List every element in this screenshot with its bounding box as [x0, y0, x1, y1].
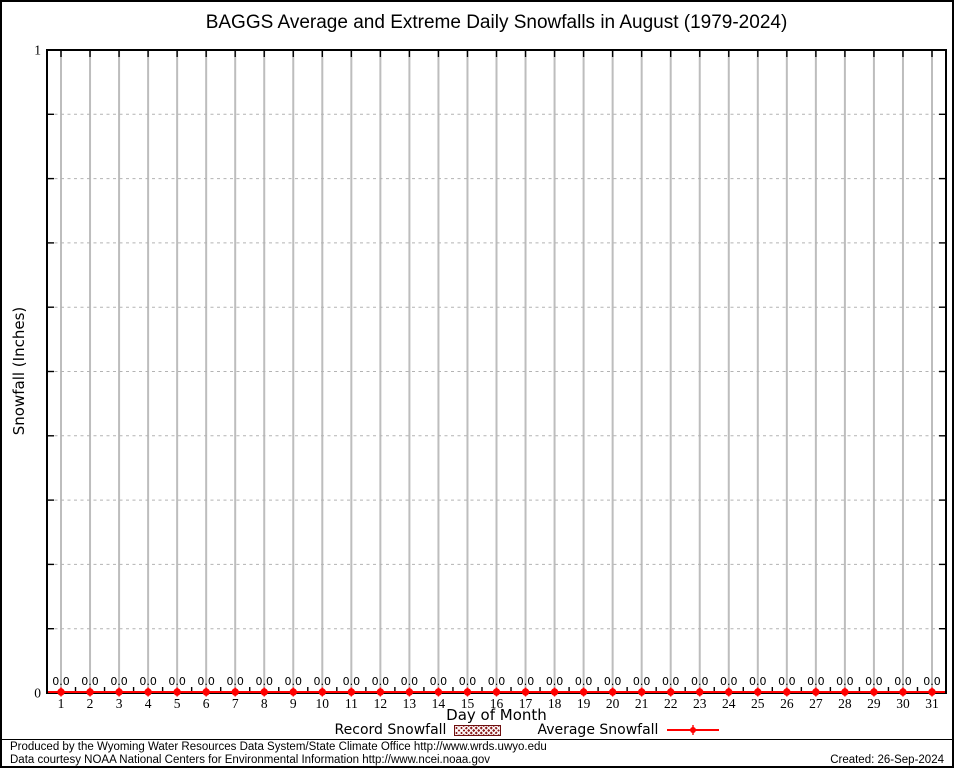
svg-text:5: 5: [174, 696, 181, 711]
svg-text:0.0: 0.0: [778, 675, 796, 688]
svg-text:13: 13: [403, 696, 417, 711]
svg-text:25: 25: [751, 696, 765, 711]
svg-text:6: 6: [203, 696, 210, 711]
footer-divider: [2, 739, 952, 740]
legend: Record Snowfall Average Snowfall: [47, 722, 946, 738]
svg-text:31: 31: [925, 696, 939, 711]
svg-text:19: 19: [577, 696, 591, 711]
svg-text:0.0: 0.0: [81, 675, 99, 688]
record-snowfall-swatch-icon: [454, 724, 502, 736]
svg-text:8: 8: [261, 696, 268, 711]
svg-text:17: 17: [519, 696, 533, 711]
svg-text:0.0: 0.0: [226, 675, 244, 688]
svg-text:27: 27: [809, 696, 823, 711]
average-snowfall-markers: [56, 687, 937, 697]
svg-text:0.0: 0.0: [894, 675, 912, 688]
svg-text:26: 26: [780, 696, 794, 711]
svg-text:0.0: 0.0: [168, 675, 186, 688]
chart-title: BAGGS Average and Extreme Daily Snowfall…: [205, 12, 788, 33]
footer-data-courtesy: Data courtesy NOAA National Centers for …: [10, 754, 491, 766]
svg-text:0.0: 0.0: [255, 675, 273, 688]
svg-text:29: 29: [867, 696, 881, 711]
svg-text:28: 28: [838, 696, 852, 711]
svg-text:1: 1: [58, 696, 65, 711]
svg-text:4: 4: [145, 696, 152, 711]
svg-text:0.0: 0.0: [633, 675, 651, 688]
svg-text:0.0: 0.0: [314, 675, 332, 688]
y-tick-labels: 01: [34, 43, 41, 701]
horizontal-minor-gridlines: [48, 113, 945, 630]
svg-text:0.0: 0.0: [52, 675, 70, 688]
svg-text:0.0: 0.0: [285, 675, 303, 688]
svg-text:0.0: 0.0: [604, 675, 622, 688]
svg-text:0.0: 0.0: [923, 675, 941, 688]
svg-text:0.0: 0.0: [430, 675, 448, 688]
created-date: Created: 26-Sep-2024: [830, 754, 944, 766]
svg-text:0.0: 0.0: [865, 675, 883, 688]
svg-text:15: 15: [461, 696, 475, 711]
svg-text:1: 1: [34, 43, 41, 58]
svg-text:21: 21: [635, 696, 649, 711]
svg-text:0.0: 0.0: [197, 675, 215, 688]
svg-text:0.0: 0.0: [662, 675, 680, 688]
svg-text:24: 24: [722, 696, 736, 711]
svg-text:0.0: 0.0: [459, 675, 477, 688]
svg-text:0.0: 0.0: [401, 675, 419, 688]
svg-text:0.0: 0.0: [836, 675, 854, 688]
svg-text:0.0: 0.0: [517, 675, 535, 688]
svg-text:0.0: 0.0: [749, 675, 767, 688]
svg-text:0.0: 0.0: [372, 675, 390, 688]
svg-text:18: 18: [548, 696, 562, 711]
svg-text:3: 3: [116, 696, 123, 711]
svg-text:2: 2: [87, 696, 94, 711]
legend-item-record: Record Snowfall: [335, 722, 502, 738]
svg-text:0.0: 0.0: [343, 675, 361, 688]
svg-text:0: 0: [34, 686, 41, 701]
svg-text:22: 22: [664, 696, 678, 711]
svg-text:11: 11: [345, 696, 358, 711]
svg-text:14: 14: [432, 696, 446, 711]
svg-text:7: 7: [232, 696, 239, 711]
svg-text:0.0: 0.0: [110, 675, 128, 688]
svg-text:0.0: 0.0: [488, 675, 506, 688]
svg-text:23: 23: [693, 696, 707, 711]
svg-text:20: 20: [606, 696, 620, 711]
svg-text:0.0: 0.0: [139, 675, 157, 688]
svg-text:0.0: 0.0: [575, 675, 593, 688]
point-labels: 0.0 0.0 0.0 0.0 0.0 0.0 0.0 0.0 0.0 0.0 0.0 0.0 0.0 0…: [52, 675, 941, 688]
svg-text:0.0: 0.0: [546, 675, 564, 688]
svg-text:9: 9: [290, 696, 297, 711]
svg-text:12: 12: [374, 696, 388, 711]
svg-text:0.0: 0.0: [720, 675, 738, 688]
svg-text:0.0: 0.0: [691, 675, 709, 688]
average-snowfall-line-icon: [667, 725, 720, 735]
svg-text:0.0: 0.0: [807, 675, 825, 688]
x-tick-labels: 1 2 3 4 5 6 7 8 9 10 11 12 13 14 15 16 17 18 19 20 21 22 23 24 2…: [58, 696, 939, 711]
x-axis-label: Day of Month: [446, 706, 547, 724]
legend-label-record: Record Snowfall: [334, 722, 447, 738]
svg-text:30: 30: [896, 696, 910, 711]
svg-text:16: 16: [490, 696, 504, 711]
svg-text:10: 10: [316, 696, 330, 711]
legend-item-average: Average Snowfall: [537, 722, 720, 738]
legend-label-average: Average Snowfall: [537, 722, 659, 738]
footer-produced-by: Produced by the Wyoming Water Resources …: [10, 741, 547, 753]
